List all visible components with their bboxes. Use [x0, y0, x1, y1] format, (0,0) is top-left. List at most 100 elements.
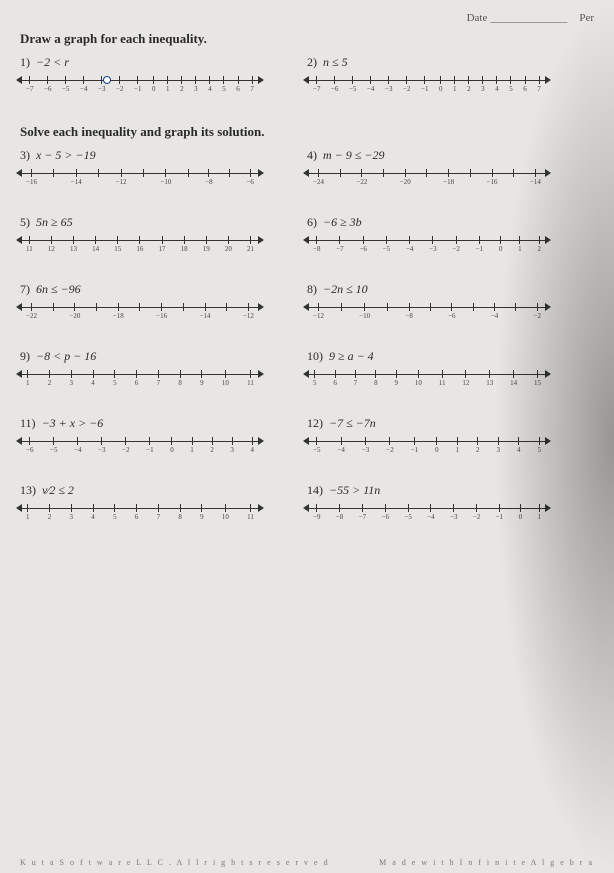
problem-label: 1)−2 < r	[20, 55, 299, 70]
tick-label: 2	[210, 446, 214, 454]
tick: 5	[222, 76, 226, 93]
tick-mark	[389, 437, 390, 445]
tick: −4	[337, 437, 344, 454]
tick-label: −12	[243, 312, 254, 320]
number-line-ticks: 1234567891011	[26, 504, 254, 521]
tick: 1	[537, 504, 541, 521]
tick: 10	[415, 370, 422, 387]
tick-label: −20	[400, 178, 411, 186]
tick-label: −16	[487, 178, 498, 186]
tick: 0	[519, 504, 523, 521]
tick-label: −3	[450, 513, 457, 521]
tick-mark	[442, 370, 443, 378]
tick-label: −2	[403, 85, 410, 93]
problem-7: 7)6n ≤ −96−22−20−18−16−14−12	[20, 278, 307, 345]
tick-label: 3	[481, 85, 485, 93]
tick-mark	[158, 504, 159, 512]
tick-mark	[71, 504, 72, 512]
tick-label: 6	[333, 379, 337, 387]
tick-label: −6	[448, 312, 455, 320]
tick-label: 6	[523, 85, 527, 93]
number-line: −7−6−5−4−3−2−101234567	[20, 74, 260, 100]
tick: −22	[26, 303, 37, 320]
tick-label: −18	[113, 312, 124, 320]
tick: 1	[26, 504, 30, 521]
arrow-right-icon	[545, 303, 551, 311]
tick-label: −5	[313, 446, 320, 454]
tick-mark	[83, 76, 84, 84]
tick: 11	[247, 370, 254, 387]
problem-number: 13)	[20, 483, 36, 498]
tick: 2	[467, 76, 471, 93]
tick-label: 13	[486, 379, 493, 387]
tick: −4	[74, 437, 81, 454]
tick: −5	[404, 504, 411, 521]
tick: −1	[496, 504, 503, 521]
tick-label: 8	[374, 379, 378, 387]
tick-label: −1	[496, 513, 503, 521]
tick-mark	[228, 236, 229, 244]
tick-mark	[205, 303, 206, 311]
tick-label: −6	[44, 85, 51, 93]
tick-label: 1	[518, 245, 522, 253]
tick-mark	[29, 437, 30, 445]
tick-mark	[49, 504, 50, 512]
problems-group-2: 3)x − 5 > −19−16−14−12−10−8−64)m − 9 ≤ −…	[20, 144, 594, 546]
tick-mark	[250, 236, 251, 244]
tick-mark	[525, 76, 526, 84]
tick-label: 5	[113, 513, 117, 521]
tick: −6	[331, 76, 338, 93]
tick-mark	[209, 76, 210, 84]
tick-mark	[362, 504, 363, 512]
tick-mark	[375, 370, 376, 378]
tick: 17	[159, 236, 166, 253]
tick-mark	[352, 76, 353, 84]
tick: −20	[400, 169, 411, 186]
tick-mark	[451, 303, 452, 311]
tick-mark	[119, 76, 120, 84]
tick: 0	[439, 76, 443, 93]
tick-label: 4	[91, 513, 95, 521]
number-line: −6−5−4−3−2−101234	[20, 435, 260, 461]
tick-label: 1	[537, 513, 541, 521]
tick: 0	[499, 236, 503, 253]
problem-expression: −55 > 11n	[329, 483, 380, 498]
tick-mark	[341, 437, 342, 445]
tick-mark	[93, 504, 94, 512]
tick-label: 12	[48, 245, 55, 253]
arrow-right-icon	[258, 303, 264, 311]
problem-label: 5)5n ≥ 65	[20, 215, 299, 230]
tick-mark	[114, 370, 115, 378]
problem-number: 11)	[20, 416, 36, 431]
tick-label: 5	[537, 446, 541, 454]
problem-number: 9)	[20, 349, 30, 364]
problem-11: 11)−3 + x > −6−6−5−4−3−2−101234	[20, 412, 307, 479]
tick-label: 1	[453, 85, 457, 93]
tick-mark	[53, 169, 54, 177]
tick-mark	[361, 169, 362, 177]
tick-mark	[387, 303, 388, 311]
tick: 7	[157, 370, 161, 387]
tick-mark	[121, 169, 122, 177]
problem-number: 5)	[20, 215, 30, 230]
tick: −24	[313, 169, 324, 186]
tick: −7	[359, 504, 366, 521]
tick: −1	[476, 236, 483, 253]
tick-mark	[430, 303, 431, 311]
tick-mark	[370, 76, 371, 84]
problem-6: 6)−6 ≥ 3b−8−7−6−5−4−3−2−1012	[307, 211, 594, 278]
tick: −20	[69, 303, 80, 320]
tick-label: 3	[497, 446, 501, 454]
tick-label: 3	[194, 85, 198, 93]
tick: −16	[156, 303, 167, 320]
tick-mark	[316, 236, 317, 244]
tick-mark	[136, 370, 137, 378]
tick	[53, 303, 54, 320]
tick-label: −6	[382, 513, 389, 521]
tick-mark	[74, 303, 75, 311]
tick-label: −3	[98, 446, 105, 454]
tick: 6	[135, 504, 139, 521]
tick-label: −7	[313, 85, 320, 93]
tick-label: −4	[74, 446, 81, 454]
tick-label: 8	[178, 379, 182, 387]
